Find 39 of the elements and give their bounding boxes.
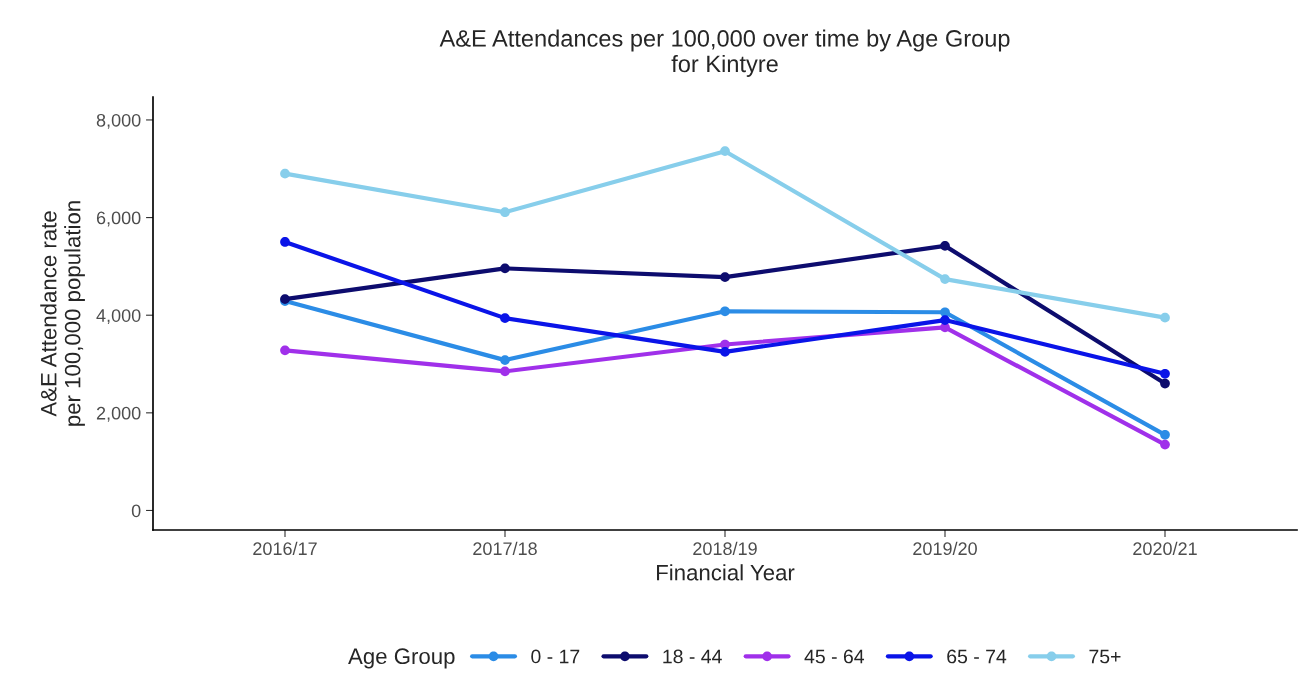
point xyxy=(280,345,290,356)
point xyxy=(1160,429,1170,440)
x-tick-label: 2020/21 xyxy=(1133,541,1197,556)
x-tick-label: 2019/20 xyxy=(913,541,977,556)
x-axis-title: Financial Year xyxy=(657,564,795,581)
point xyxy=(940,241,950,251)
point xyxy=(280,237,290,247)
point xyxy=(500,207,510,218)
y-axis-title: A&E Attendance rate per 100,000 population xyxy=(40,201,85,426)
chart-title: A&E Attendances per 100,000 over time by Age Group for Kintyre xyxy=(439,29,1010,77)
point xyxy=(940,274,950,284)
point xyxy=(720,146,730,157)
legend-label: 75+ xyxy=(1089,649,1121,664)
point xyxy=(1160,378,1170,389)
point xyxy=(500,355,510,365)
point xyxy=(720,272,730,282)
y-tick-label: 0 xyxy=(131,504,141,518)
legend-label: 18 - 44 xyxy=(663,649,722,664)
y-tick-label: 6,000 xyxy=(96,211,141,227)
x-tick-label: 2016/17 xyxy=(253,541,317,556)
legend-label: 45 - 64 xyxy=(804,649,865,664)
point xyxy=(720,346,730,357)
point xyxy=(720,306,730,317)
legend-label: 0 - 17 xyxy=(531,649,580,664)
point xyxy=(500,366,510,377)
point xyxy=(940,315,950,325)
point xyxy=(1160,312,1170,323)
y-tick-label: 8,000 xyxy=(96,113,141,129)
point xyxy=(500,313,510,323)
point xyxy=(280,168,290,179)
y-tick-label: 4,000 xyxy=(96,309,141,325)
point xyxy=(1160,439,1170,450)
y-tick-label: 2,000 xyxy=(96,406,141,422)
x-tick-label: 2018/19 xyxy=(693,541,757,556)
legend-label: 65 - 74 xyxy=(947,649,1007,664)
x-tick-label: 2017/18 xyxy=(473,541,537,556)
legend-title: Age Group xyxy=(348,648,455,669)
point xyxy=(1160,368,1170,379)
point xyxy=(500,263,510,274)
